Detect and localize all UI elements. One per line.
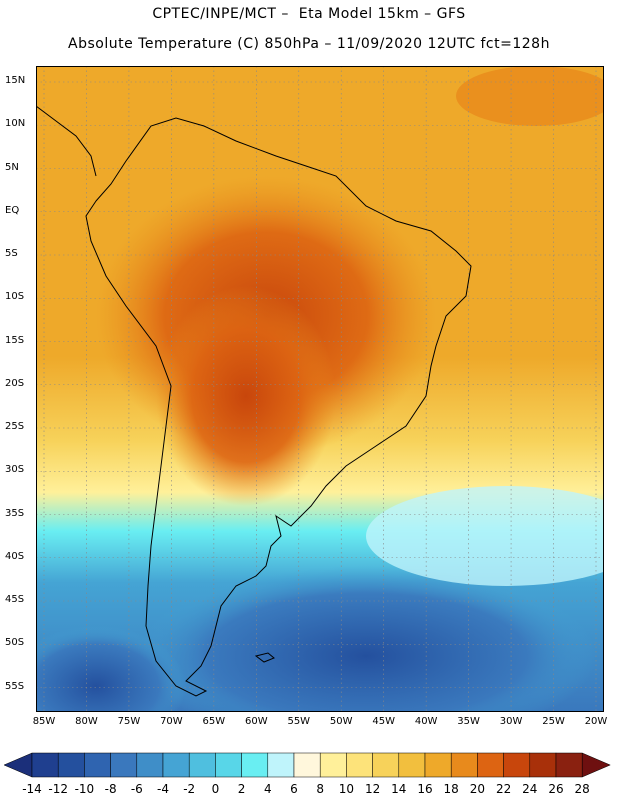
chart-title-line1: CPTEC/INPE/MCT – Eta Model 15km – GFS [152,6,466,22]
lon-tick-label: 75W [117,716,141,727]
colorbar-swatch [398,752,426,778]
colorbar-tick-label: 10 [338,782,355,796]
colorbar-swatch [346,752,373,778]
colorbar-swatch [188,752,216,778]
colorbar-tick-label: -12 [48,782,68,796]
colorbar-swatch [84,752,111,778]
colorbar [4,752,611,778]
colorbar-swatch [503,752,531,778]
lon-tick-label: 60W [244,716,268,727]
colorbar-arrow-low [4,752,33,778]
chart-title-line2: Absolute Temperature (C) 850hPa – 11/09/… [68,36,550,52]
lat-tick-label: 35S [5,507,25,519]
colorbar-tick-label: -10 [74,782,95,796]
colorbar-tick-label: 18 [443,782,459,796]
colorbar-tick-label: 8 [316,782,324,796]
lon-tick-label: 85W [32,716,56,727]
lon-tick-label: 80W [75,716,98,727]
colorbar-tick-label: -2 [183,782,196,796]
colorbar-swatch [424,752,452,778]
colorbar-swatch [57,752,85,778]
lat-tick-label: 10N [5,118,26,130]
lat-tick-label: 40S [5,550,25,562]
lat-tick-label: 5N [5,161,19,173]
lon-tick-label: 55W [287,716,311,727]
colorbar-tick-label: -8 [104,782,117,796]
colorbar-swatch [215,752,242,778]
lon-tick-label: 65W [202,716,226,727]
colorbar-tick-label: 0 [211,782,220,796]
lat-tick-label: 10S [5,291,25,303]
central-america-coast [36,105,97,177]
colorbar-tick-label: 22 [495,782,512,796]
colorbar-swatch [241,752,269,778]
colorbar-swatch [31,752,59,778]
colorbar-swatch [555,752,583,778]
lon-tick-label: 30W [499,716,523,727]
lon-tick-label: 45W [372,716,395,727]
lon-tick-label: 50W [329,716,353,727]
colorbar-swatch [319,752,347,778]
cold-pool-south-atlantic [136,566,596,712]
colorbar-tick-label: 16 [417,782,433,796]
cool-band-atlantic [366,486,604,586]
lat-tick-label: 50S [5,637,25,649]
colorbar-tick-label: 4 [263,782,272,796]
colorbar-tick-label: 24 [522,782,538,796]
warm-patch-caribbean [456,66,604,126]
lat-tick-label: 25S [5,421,25,432]
lat-tick-label: 55S [5,680,25,692]
falklands-islands [254,652,275,663]
lon-tick-label: 40W [414,716,438,727]
lat-tick-label: 45S [5,594,25,605]
warm-core-chaco [156,286,336,506]
colorbar-tick-label: -6 [130,782,143,796]
colorbar-tick-label: 12 [364,782,381,796]
colorbar-tick-label: 20 [469,782,486,796]
colorbar-swatch [477,752,504,778]
colorbar-tick-label: 14 [391,782,407,796]
colorbar-tick-label: 26 [548,782,564,796]
lon-tick-label: 35W [457,716,480,727]
colorbar-swatch [136,752,164,778]
lat-tick-label: 20S [5,377,25,389]
colorbar-swatch [372,752,400,778]
lat-tick-label: 15S [5,334,25,346]
colorbar-swatch [110,752,138,778]
colorbar-swatch [267,752,295,778]
lat-tick-label: 30S [5,464,25,476]
colorbar-swatch [450,752,478,778]
colorbar-swatch [529,752,557,778]
lon-tick-label: 25W [542,716,565,727]
lon-tick-label: 70W [160,716,183,727]
lat-tick-label: EQ [5,204,20,216]
lat-tick-label: 15N [5,75,26,86]
colorbar-tick-label: -14 [22,782,42,796]
temperature-map [36,66,604,712]
colorbar-arrow-high [581,752,611,778]
colorbar-tick-label: 2 [237,782,246,796]
map-border [36,66,604,712]
colorbar-swatch [293,752,321,778]
colorbar-tick-label: -4 [157,782,169,796]
colorbar-tick-label: 6 [290,782,298,796]
lat-tick-label: 5S [5,248,18,259]
lon-tick-label: 20W [584,716,608,727]
cold-pool-pacific [36,626,186,712]
colorbar-swatch [162,752,190,778]
lat-lon-grid [36,66,604,712]
south-america-coastline [85,117,472,697]
colorbar-tick-label: 28 [574,782,590,796]
